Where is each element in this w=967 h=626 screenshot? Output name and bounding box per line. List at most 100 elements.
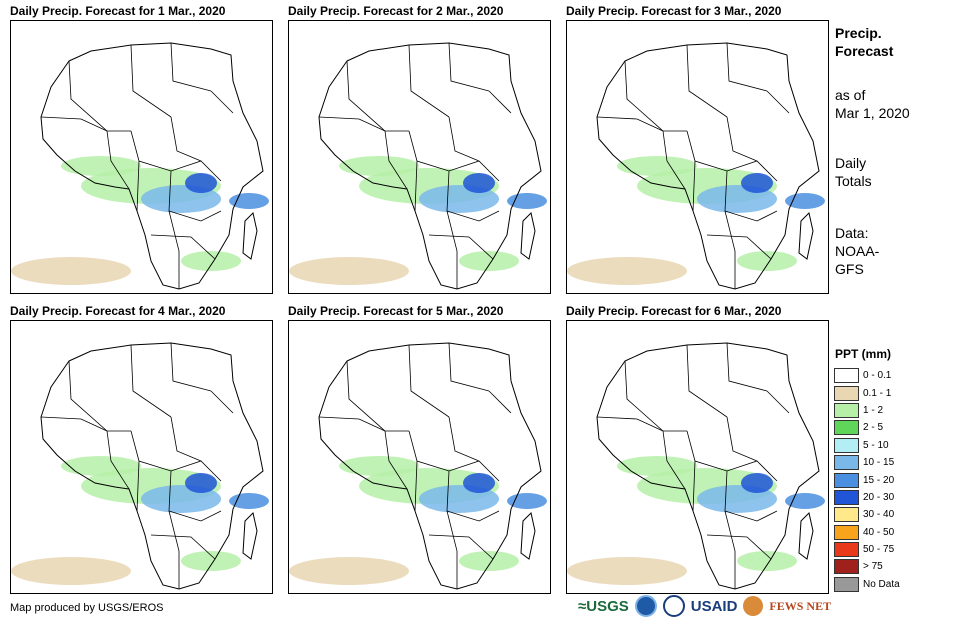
country-border bbox=[726, 416, 758, 462]
country-border bbox=[414, 460, 418, 512]
precip-area bbox=[289, 257, 409, 285]
precip-area bbox=[737, 251, 797, 271]
precip-area bbox=[463, 473, 495, 493]
data-source-line: GFS bbox=[835, 261, 864, 277]
madagascar-outline bbox=[798, 512, 814, 560]
country-border bbox=[624, 60, 687, 132]
totals-line: Daily bbox=[835, 155, 867, 171]
legend-item: 1 - 2 bbox=[834, 402, 924, 419]
country-border bbox=[210, 390, 234, 414]
legend-item: 20 - 30 bbox=[834, 489, 924, 506]
noaa-logo-icon bbox=[634, 595, 657, 617]
legend-label: 2 - 5 bbox=[863, 422, 884, 434]
precip-area bbox=[617, 156, 697, 176]
precip-area bbox=[459, 551, 519, 571]
usaid-logo: USAID bbox=[690, 597, 738, 615]
country-border bbox=[446, 510, 458, 589]
data-source-line: NOAA- bbox=[835, 243, 880, 259]
precip-area bbox=[567, 557, 687, 585]
legend-item: > 75 bbox=[834, 558, 924, 575]
country-border bbox=[428, 234, 494, 260]
country-border bbox=[170, 42, 212, 92]
precip-area bbox=[741, 173, 773, 193]
map-panel-3: Daily Precip. Forecast for 3 Mar., 2020 bbox=[566, 4, 836, 294]
country-border bbox=[706, 534, 772, 560]
legend-label: 0.1 - 1 bbox=[863, 387, 892, 399]
legend-swatch bbox=[834, 524, 859, 540]
country-border bbox=[726, 116, 758, 162]
country-border bbox=[414, 160, 418, 212]
precip-area bbox=[737, 551, 797, 571]
country-border bbox=[384, 130, 408, 190]
country-border bbox=[210, 90, 234, 114]
africa-map bbox=[566, 20, 829, 294]
data-source-line: Data: bbox=[835, 225, 869, 241]
panel-title: Daily Precip. Forecast for 4 Mar., 2020 bbox=[10, 304, 226, 318]
country-border bbox=[726, 342, 768, 392]
map-canvas bbox=[11, 42, 269, 290]
usaid-seal-icon bbox=[662, 595, 685, 617]
country-border bbox=[662, 430, 686, 490]
asof-line: as of bbox=[835, 87, 866, 103]
legend-label: > 75 bbox=[863, 561, 883, 573]
country-border bbox=[446, 470, 500, 522]
precip-area bbox=[617, 456, 697, 476]
country-border bbox=[318, 116, 386, 132]
precip-area bbox=[567, 257, 687, 285]
map-panel-1: Daily Precip. Forecast for 1 Mar., 2020 bbox=[10, 4, 280, 294]
country-border bbox=[448, 342, 490, 392]
country-border bbox=[448, 42, 490, 92]
panel-title: Daily Precip. Forecast for 3 Mar., 2020 bbox=[566, 4, 782, 18]
legend-swatch bbox=[834, 420, 859, 436]
country-border bbox=[150, 234, 216, 260]
country-border bbox=[318, 416, 386, 432]
legend-swatch bbox=[834, 368, 859, 384]
madagascar-outline bbox=[798, 212, 814, 260]
madagascar-outline bbox=[242, 212, 258, 260]
madagascar-outline bbox=[520, 512, 536, 560]
precip-area bbox=[507, 493, 547, 509]
legend-item: 40 - 50 bbox=[834, 524, 924, 541]
country-border bbox=[724, 510, 736, 589]
legend-swatch bbox=[834, 472, 859, 488]
credit-text: Map produced by USGS/EROS bbox=[10, 602, 164, 614]
country-border bbox=[168, 510, 180, 589]
legend-label: 10 - 15 bbox=[863, 457, 895, 469]
map-panel-4: Daily Precip. Forecast for 4 Mar., 2020 bbox=[10, 304, 280, 594]
country-border bbox=[686, 344, 728, 418]
precip-area bbox=[61, 156, 141, 176]
country-border bbox=[726, 42, 768, 92]
legend-label: 30 - 40 bbox=[863, 509, 895, 521]
precip-area bbox=[289, 557, 409, 585]
legend-item: 50 - 75 bbox=[834, 541, 924, 558]
country-border bbox=[488, 90, 512, 114]
country-border bbox=[346, 360, 409, 432]
legend-item: 0 - 0.1 bbox=[834, 367, 924, 384]
precip-area bbox=[741, 473, 773, 493]
legend-item: 10 - 15 bbox=[834, 454, 924, 471]
precip-area bbox=[339, 156, 419, 176]
precip-area bbox=[463, 173, 495, 193]
africa-coastline bbox=[596, 342, 820, 590]
legend-item: No Data bbox=[834, 576, 924, 593]
legend-item: 0.1 - 1 bbox=[834, 384, 924, 401]
precip-area bbox=[507, 193, 547, 209]
legend-label: 40 - 50 bbox=[863, 526, 895, 538]
heading-line: Forecast bbox=[835, 43, 894, 59]
precip-area bbox=[181, 251, 241, 271]
precip-area bbox=[785, 193, 825, 209]
country-border bbox=[168, 470, 222, 522]
precip-area bbox=[229, 193, 269, 209]
country-border bbox=[662, 130, 686, 190]
legend-title: PPT (mm) bbox=[835, 347, 892, 361]
legend-swatch bbox=[834, 559, 859, 575]
legend-label: 15 - 20 bbox=[863, 474, 895, 486]
country-border bbox=[170, 342, 212, 392]
country-border bbox=[596, 116, 664, 132]
country-border bbox=[706, 234, 772, 260]
country-border bbox=[106, 430, 130, 490]
fews-net-logo: FEWS NET bbox=[769, 598, 832, 613]
country-border bbox=[448, 116, 480, 162]
map-canvas bbox=[289, 42, 547, 290]
precip-area bbox=[61, 456, 141, 476]
